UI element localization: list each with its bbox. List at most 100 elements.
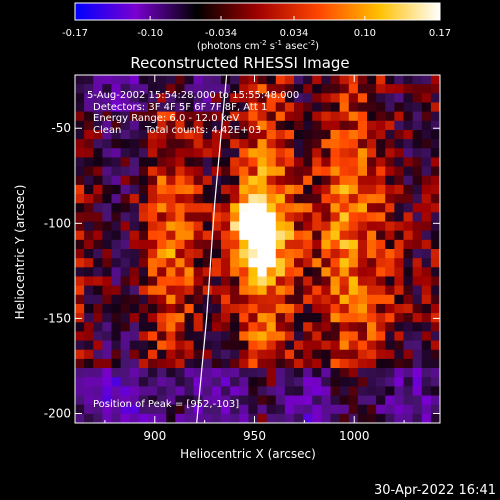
heatmap-cell	[248, 267, 259, 278]
heatmap-cell	[412, 358, 423, 369]
heatmap-cell	[248, 294, 259, 305]
heatmap-cell	[357, 377, 368, 387]
heatmap-cell	[284, 93, 295, 104]
heatmap-cell	[367, 194, 377, 204]
heatmap-cell	[166, 313, 176, 323]
heatmap-cell	[312, 377, 322, 387]
heatmap-cell	[93, 184, 103, 195]
heatmap-cell	[230, 294, 240, 305]
heatmap-cell	[367, 395, 377, 406]
heatmap-cell	[157, 194, 167, 204]
heatmap-cell	[248, 139, 259, 149]
heatmap-cell	[385, 93, 395, 104]
heatmap-cell	[275, 93, 286, 104]
heatmap-cell	[211, 129, 222, 140]
heatmap-cell	[84, 331, 94, 342]
heatmap-cell	[303, 395, 313, 406]
heatmap-cell	[421, 157, 432, 168]
heatmap-cell	[211, 148, 222, 159]
heatmap-cell	[75, 139, 85, 149]
heatmap-cell	[75, 285, 85, 296]
heatmap-cell	[330, 75, 341, 85]
heatmap-cell	[175, 404, 186, 415]
heatmap-cell	[211, 285, 222, 296]
heatmap-cell	[84, 249, 94, 259]
heatmap-cell	[230, 368, 240, 378]
heatmap-cell	[211, 166, 222, 177]
heatmap-cell	[75, 322, 85, 333]
heatmap-cell	[230, 194, 240, 204]
heatmap-cell	[376, 184, 386, 195]
heatmap-cell	[376, 93, 386, 104]
heatmap-cell	[111, 386, 122, 397]
heatmap-cell	[184, 322, 195, 333]
heatmap-cell	[93, 84, 103, 94]
heatmap-cell	[129, 395, 140, 406]
heatmap-cell	[230, 322, 240, 333]
heatmap-cell	[202, 249, 213, 259]
heatmap-cell	[367, 148, 377, 159]
heatmap-cell	[357, 386, 368, 397]
heatmap-cell	[257, 386, 268, 397]
heatmap-cell	[266, 184, 277, 195]
heatmap-cell	[239, 349, 249, 360]
heatmap-cell	[266, 221, 277, 232]
heatmap-cell	[157, 148, 167, 159]
heatmap-cell	[175, 395, 186, 406]
heatmap-cell	[257, 404, 268, 415]
heatmap-cell	[157, 84, 167, 94]
heatmap-cell	[284, 139, 295, 149]
heatmap-cell	[348, 230, 359, 241]
heatmap-cell	[284, 157, 295, 168]
heatmap-cell	[239, 303, 249, 314]
heatmap-cell	[257, 157, 268, 168]
heatmap-cell	[303, 84, 313, 94]
heatmap-cell	[294, 276, 304, 287]
heatmap-cell	[257, 111, 268, 122]
heatmap-cell	[376, 377, 386, 387]
heatmap-cell	[84, 84, 94, 94]
heatmap-cell	[421, 313, 432, 323]
heatmap-cell	[193, 139, 204, 149]
axis-ticks: 900 950 1000-50-100-150-200	[44, 75, 440, 443]
heatmap-cell	[111, 212, 122, 223]
heatmap-cell	[430, 93, 440, 104]
heatmap-cell	[385, 349, 395, 360]
heatmap-cell	[138, 340, 149, 351]
colorbar-unit-label: (photons cm-2 s-1 asec-2)	[197, 39, 319, 52]
heatmap-cell	[157, 413, 167, 423]
heatmap-cell	[148, 194, 158, 204]
heatmap-cell	[166, 212, 176, 223]
heatmap-cell	[120, 230, 131, 241]
heatmap-cell	[394, 102, 405, 113]
heatmap-cell	[275, 377, 286, 387]
heatmap-cell	[257, 84, 268, 94]
heatmap-cell	[376, 203, 386, 213]
heatmap-cell	[93, 249, 103, 259]
heatmap-cell	[111, 221, 122, 232]
heatmap-cell	[430, 276, 440, 287]
heatmap-cell	[75, 194, 85, 204]
heatmap-cell	[120, 194, 131, 204]
heatmap-cell	[303, 413, 313, 423]
heatmap-cell	[202, 75, 213, 85]
heatmap-cell	[202, 285, 213, 296]
heatmap-cell	[312, 276, 322, 287]
heatmap-cell	[312, 386, 322, 397]
heatmap-cell	[294, 340, 304, 351]
heatmap-cell	[102, 129, 113, 140]
heatmap-cell	[102, 148, 113, 159]
heatmap-cell	[348, 111, 359, 122]
heatmap-cell	[321, 258, 332, 268]
heatmap-cell	[193, 313, 204, 323]
heatmap-cell	[138, 175, 149, 186]
x-tick-label: 1000	[339, 429, 370, 443]
heatmap-cell	[284, 194, 295, 204]
heatmap-cell	[239, 413, 249, 423]
heatmap-cell	[148, 184, 158, 195]
heatmap-cell	[403, 212, 414, 223]
heatmap-cell	[129, 111, 140, 122]
heatmap-cell	[211, 404, 222, 415]
heatmap-cell	[248, 413, 259, 423]
heatmap-cell	[248, 340, 259, 351]
